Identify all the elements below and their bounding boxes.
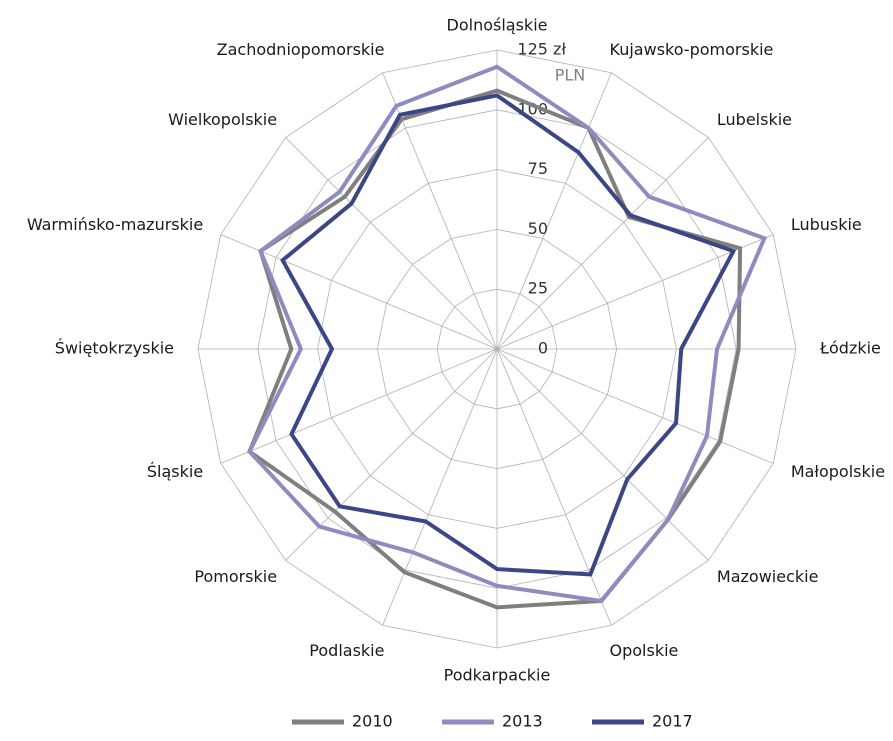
spoke (285, 137, 498, 350)
category-label: Warmińsko-mazurskie (27, 215, 203, 234)
category-label: Kujawsko-pomorskie (610, 40, 774, 59)
spoke (496, 348, 709, 561)
spoke (496, 348, 774, 464)
y-tick-label: 50 (528, 219, 548, 238)
category-label: Małopolskie (791, 462, 885, 481)
series-line (247, 64, 768, 604)
legend-label: 2017 (652, 712, 693, 731)
spoke (496, 348, 612, 626)
category-label: Mazowieckie (717, 567, 819, 586)
unit-label: PLN (555, 66, 586, 85)
legend-label: 2013 (502, 712, 543, 731)
category-label: Podkarpackie (444, 666, 551, 685)
series-line (280, 93, 737, 577)
spoke (496, 234, 774, 350)
spoke (382, 348, 498, 626)
legend-label: 2010 (352, 712, 393, 731)
y-tick-label: 75 (528, 159, 548, 178)
category-label: Pomorskie (194, 567, 277, 586)
category-label: Lubuskie (791, 215, 862, 234)
category-label: Śląskie (147, 462, 203, 481)
series-line (247, 88, 743, 610)
category-label: Podlaskie (309, 641, 384, 660)
y-tick-label: 25 (528, 279, 548, 298)
spoke (496, 72, 612, 350)
category-label: Świętokrzyskie (55, 339, 174, 358)
spoke (220, 234, 498, 350)
category-label: Opolskie (610, 641, 679, 660)
category-label: Lubelskie (717, 110, 792, 129)
spoke (220, 348, 498, 464)
y-tick-label: 125 zł (517, 40, 566, 59)
spoke (496, 137, 709, 350)
category-label: Wielkopolskie (168, 110, 277, 129)
category-label: Zachodniopomorskie (217, 40, 385, 59)
category-label: Łódzkie (819, 339, 881, 358)
category-label: Dolnośląskie (447, 16, 548, 35)
y-tick-label: 0 (538, 339, 548, 358)
